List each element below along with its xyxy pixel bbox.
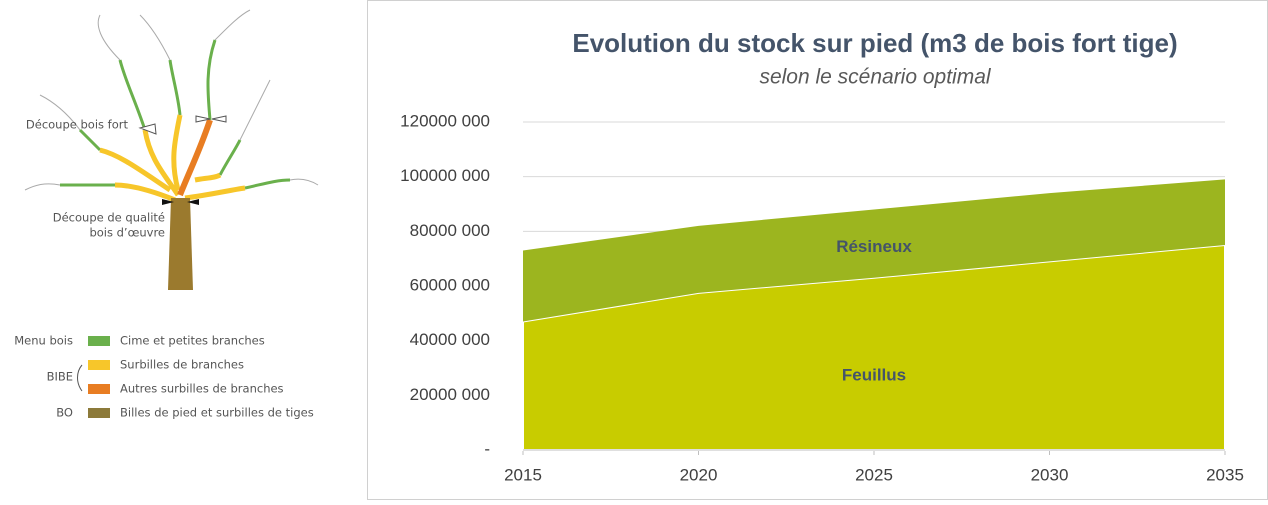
legend-swatch <box>88 408 110 418</box>
page: {"diagram": { "cut_labels": ["Découpe bo… <box>0 0 1268 500</box>
tree-diagram: Découpe bois fort Découpe de qualité boi… <box>14 10 318 420</box>
x-tick-label: 2025 <box>855 465 893 484</box>
chart-title: Evolution du stock sur pied (m3 de bois … <box>572 28 1177 58</box>
cut-label: Découpe bois fort <box>26 118 129 132</box>
chart-subtitle: selon le scénario optimal <box>759 66 991 89</box>
legend-group: BIBE <box>47 370 73 384</box>
series-label: Feuillus <box>842 365 906 384</box>
legend-item: Autres surbilles de branches <box>120 382 284 396</box>
y-tick-label: 60000 000 <box>410 275 490 294</box>
x-tick-label: 2035 <box>1206 465 1244 484</box>
y-tick-label: 80000 000 <box>410 221 490 240</box>
cut-label: Découpe de qualité <box>53 211 165 225</box>
series-label: Résineux <box>836 237 912 256</box>
cut-label: bois d’œuvre <box>89 226 165 240</box>
y-tick-label: 40000 000 <box>410 330 490 349</box>
y-tick-label: 120000 000 <box>400 111 490 130</box>
y-tick-label: 20000 000 <box>410 385 490 404</box>
legend-swatch <box>88 360 110 370</box>
legend-swatch <box>88 336 110 346</box>
legend-item: Billes de pied et surbilles de tiges <box>120 406 314 420</box>
legend-swatch <box>88 384 110 394</box>
legend-group: BO <box>56 406 73 420</box>
legend-item: Cime et petites branches <box>120 334 265 348</box>
x-tick-label: 2015 <box>504 465 542 484</box>
trunk <box>168 198 193 290</box>
y-tick-label: 100000 000 <box>400 166 490 185</box>
orange-branch <box>180 120 210 195</box>
legend-item: Surbilles de branches <box>120 358 244 372</box>
y-tick-label: - <box>484 439 490 458</box>
legend-group: Menu bois <box>14 334 73 348</box>
page-svg: Découpe bois fort Découpe de qualité boi… <box>0 0 1268 500</box>
x-tick-label: 2030 <box>1031 465 1069 484</box>
x-tick-label: 2020 <box>680 465 718 484</box>
cut-markers <box>140 116 226 134</box>
bracket <box>78 365 83 391</box>
